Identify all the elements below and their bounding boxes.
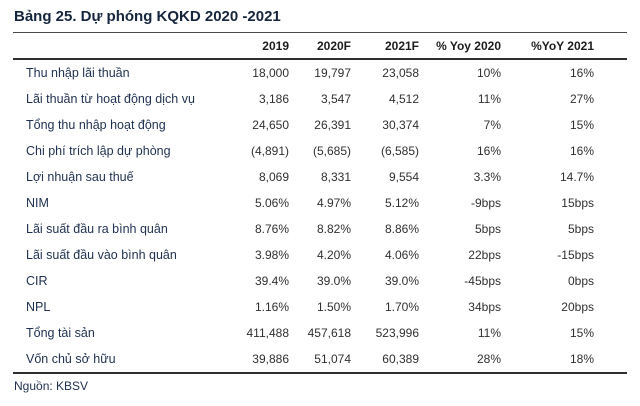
table-row: Lãi thuần từ hoạt động dịch vụ 3,186 3,547… (13, 86, 627, 112)
cell-value: 15bps (561, 196, 594, 210)
cell-value: 51,074 (289, 346, 351, 374)
table-row: Tổng thu nhập hoạt động 24,650 26,391 30,37… (13, 112, 627, 138)
table-row: Lợi nhuận sau thuế 8,069 8,331 9,554 3.3% 14.… (13, 164, 627, 190)
row-label: Chi phí trích lập dự phòng (26, 144, 171, 158)
header-cell-yoy-2021: %YoY 2021 (501, 32, 627, 60)
row-label: Thu nhập lãi thuần (26, 66, 130, 80)
row-label: CIR (26, 274, 48, 288)
cell-value: 18% (501, 346, 627, 374)
cell-value: 523,996 (375, 326, 419, 340)
header-cell-label (13, 32, 225, 60)
header-cell-2019: 2019 (225, 32, 289, 60)
cell-value: 5.06% (254, 196, 289, 210)
row-label: Tổng thu nhập hoạt động (26, 118, 166, 132)
cell-value: 19,797 (314, 66, 351, 80)
cell-value: 26,391 (314, 118, 351, 132)
header-row: 2019 2020F 2021F % Yoy 2020 %YoY 2021 (13, 32, 627, 60)
table-row: Lãi suất đầu ra bình quân 8.76% 8.82% 8.86%… (13, 216, 627, 242)
cell-value: 3,547 (320, 92, 351, 106)
cell-value: (4,891) (250, 144, 289, 158)
cell-value: 22bps (468, 248, 501, 262)
cell-value: 5bps (474, 222, 501, 236)
table-row: Chi phí trích lập dự phòng (4,891) (5,685)… (13, 138, 627, 164)
cell-value: 5bps (567, 222, 594, 236)
cell-value: 1.50% (316, 300, 351, 314)
cell-value: 4.06% (384, 248, 419, 262)
cell-value: 5.12% (384, 196, 419, 210)
cell-value: 8.86% (384, 222, 419, 236)
table-row: Lãi suất đầu vào bình quân 3.98% 4.20% 4.06… (13, 242, 627, 268)
cell-value: 4,512 (388, 92, 419, 106)
source-note: Nguồn: KBSV (14, 379, 89, 393)
cell-value: (6,585) (380, 144, 419, 158)
cell-value: 34bps (468, 300, 501, 314)
row-label: Vốn chủ sở hữu (13, 346, 225, 374)
cell-value: 39.0% (316, 274, 351, 288)
cell-value: 39.4% (254, 274, 289, 288)
cell-value: 60,389 (351, 346, 419, 374)
cell-value: 8,069 (258, 170, 289, 184)
cell-value: 14.7% (559, 170, 594, 184)
cell-value: 28% (419, 346, 501, 374)
header-cell-2020f: 2020F (289, 32, 351, 60)
cell-value: -15bps (557, 248, 594, 262)
cell-value: 8,331 (320, 170, 351, 184)
row-label: NPL (26, 300, 51, 314)
cell-value: 1.16% (254, 300, 289, 314)
cell-value: (5,685) (312, 144, 351, 158)
table-row: CIR 39.4% 39.0% 39.0% -45bps 0bps (13, 268, 627, 294)
cell-value: 7% (483, 118, 501, 132)
cell-value: 39.0% (384, 274, 419, 288)
cell-value: 20bps (561, 300, 594, 314)
row-label: Lãi suất đầu ra bình quân (26, 222, 168, 236)
cell-value: 3.98% (254, 248, 289, 262)
cell-value: -45bps (464, 274, 501, 288)
cell-value: 16% (569, 66, 594, 80)
cell-value: 11% (477, 326, 501, 340)
cell-value: 16% (476, 144, 501, 158)
cell-value: 4.97% (316, 196, 351, 210)
row-label: Tổng tài sản (26, 326, 95, 340)
report-figure: Bảng 25. Dự phóng KQKD 2020 -2021 2019 2… (13, 8, 627, 393)
cell-value: 39,886 (225, 346, 289, 374)
table-row: Vốn chủ sở hữu 39,886 51,074 60,389 28% 18% (13, 346, 627, 374)
cell-value: 11% (477, 92, 501, 106)
cell-value: 3,186 (258, 92, 289, 106)
forecast-table: 2019 2020F 2021F % Yoy 2020 %YoY 2021 Th… (13, 32, 627, 374)
row-label: Lãi thuần từ hoạt động dịch vụ (26, 92, 195, 106)
cell-value: 27% (569, 92, 594, 106)
cell-value: 457,618 (307, 326, 351, 340)
cell-value: 16% (569, 144, 594, 158)
cell-value: 4.20% (316, 248, 351, 262)
cell-value: 15% (569, 326, 594, 340)
cell-value: 10% (476, 66, 501, 80)
cell-value: -9bps (470, 196, 501, 210)
cell-value: 8.76% (254, 222, 289, 236)
header-cell-yoy-2020: % Yoy 2020 (419, 32, 501, 60)
table-row: NPL 1.16% 1.50% 1.70% 34bps 20bps (13, 294, 627, 320)
cell-value: 23,058 (382, 66, 419, 80)
cell-value: 9,554 (388, 170, 419, 184)
cell-value: 411,488 (246, 326, 290, 340)
cell-value: 3.3% (473, 170, 501, 184)
cell-value: 18,000 (252, 66, 289, 80)
row-label: Lợi nhuận sau thuế (26, 170, 134, 184)
header-cell-2021f: 2021F (351, 32, 419, 60)
table-row: Thu nhập lãi thuần 18,000 19,797 23,058 10% 1… (13, 59, 627, 86)
cell-value: 30,374 (382, 118, 419, 132)
row-label: NIM (26, 196, 49, 210)
cell-value: 1.70% (384, 300, 419, 314)
table-title: Bảng 25. Dự phóng KQKD 2020 -2021 (14, 8, 281, 25)
cell-value: 8.82% (316, 222, 351, 236)
row-label: Lãi suất đầu vào bình quân (26, 248, 177, 262)
table-row: NIM 5.06% 4.97% 5.12% -9bps 15bps (13, 190, 627, 216)
cell-value: 15% (569, 118, 594, 132)
cell-value: 0bps (567, 274, 594, 288)
cell-value: 24,650 (252, 118, 289, 132)
table-row: Tổng tài sản 411,488 457,618 523,996 11% 15% (13, 320, 627, 346)
